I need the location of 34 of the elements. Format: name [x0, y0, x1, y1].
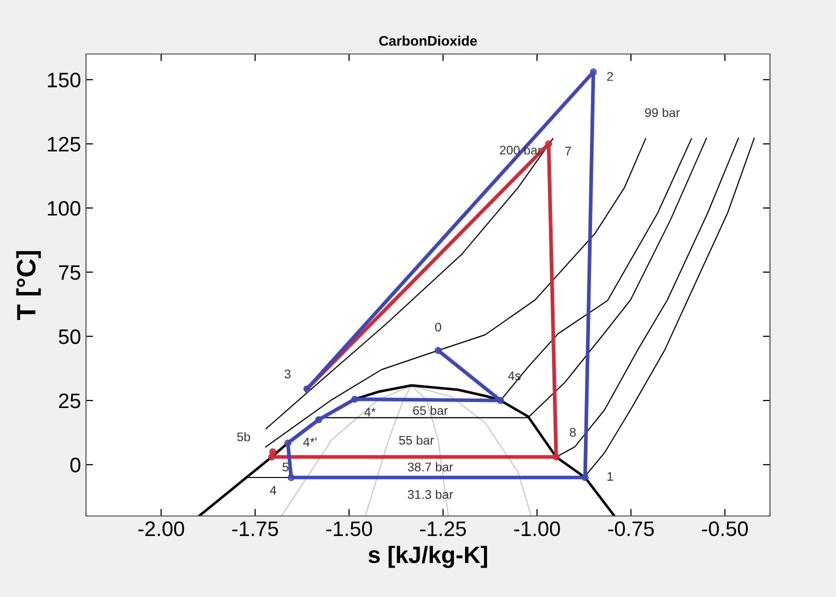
annotation: 5b — [237, 432, 250, 442]
chart-title: CarbonDioxide — [379, 36, 477, 46]
annotation: 4* — [364, 408, 376, 416]
annotation: 31.3 bar — [408, 490, 453, 499]
x-tick-label: -1.50 — [326, 521, 372, 536]
annotation: 0 — [435, 322, 442, 332]
y-tick-label: 50 — [58, 329, 80, 344]
x-tick-label: -0.75 — [608, 521, 654, 536]
annotation: 8 — [570, 428, 576, 437]
annotation: 7 — [565, 146, 571, 156]
y-tick-label: 0 — [70, 458, 80, 472]
annotation: 4 — [270, 486, 276, 495]
y-tick-label: 75 — [59, 265, 80, 280]
annotation: 4s — [508, 372, 521, 380]
x-tick-label: -1.75 — [232, 522, 278, 536]
x-tick-label: -1.25 — [420, 521, 466, 536]
annotation: 65 bar — [413, 406, 448, 415]
y-axis-title: T [°C] — [16, 251, 41, 320]
y-tick-label: 100 — [48, 201, 80, 216]
annotation: 2 — [607, 72, 613, 81]
x-tick-label: -2.00 — [138, 521, 184, 536]
annotation: 38.7 bar — [408, 462, 453, 472]
annotation: 4*' — [303, 438, 317, 446]
annotation: 3 — [284, 370, 290, 378]
annotation: 99 bar — [645, 108, 680, 118]
x-tick-label: -1.00 — [514, 521, 560, 536]
annotation: 55 bar — [399, 435, 434, 445]
x-axis-title: s [kJ/kg-K] — [368, 546, 488, 568]
y-tick-label: 25 — [59, 394, 80, 408]
annotation: 5 — [282, 462, 288, 472]
annotation: 1 — [608, 472, 613, 481]
y-tick-label: 150 — [48, 72, 80, 88]
y-tick-label: 125 — [48, 136, 80, 152]
x-tick-label: -0.50 — [702, 521, 748, 536]
